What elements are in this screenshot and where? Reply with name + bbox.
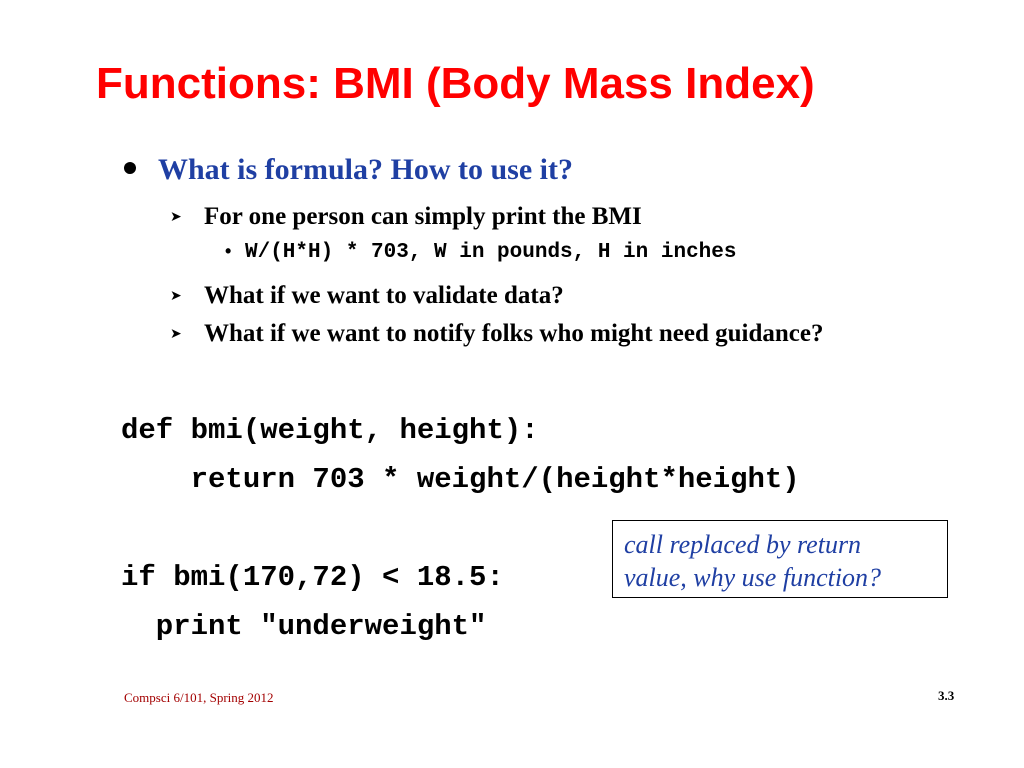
sub-bullet-3-text: What if we want to notify folks who migh…: [204, 320, 824, 347]
code-line-print: print "underweight": [121, 610, 487, 643]
sub-bullet-1: ➤ For one person can simply print the BMI: [170, 204, 642, 229]
arrow-bullet-icon: ➤: [170, 288, 182, 304]
bullet-level1: What is formula? How to use it?: [124, 155, 573, 185]
formula-bullet: • W/(H*H) * 703, W in pounds, H in inches: [225, 242, 736, 263]
sub-bullet-2: ➤ What if we want to validate data?: [170, 283, 564, 308]
arrow-bullet-icon: ➤: [170, 326, 182, 342]
callout-line1: call replaced by return: [624, 530, 862, 559]
bullet-dot-icon: [124, 162, 136, 174]
page-number: 3.3: [938, 688, 955, 703]
slide-title: Functions: BMI (Body Mass Index): [96, 59, 815, 108]
arrow-bullet-icon: ➤: [170, 209, 182, 225]
sub-bullet-1-text: For one person can simply print the BMI: [204, 203, 642, 230]
callout-line2: value, why use function?: [624, 563, 882, 592]
sub-bullet-3: ➤ What if we want to notify folks who mig…: [170, 321, 823, 346]
bullet-level1-text: What is formula? How to use it?: [158, 153, 573, 186]
small-bullet-icon: •: [225, 241, 232, 261]
sub-bullet-2-text: What if we want to validate data?: [204, 282, 564, 309]
callout-box: call replaced by return value, why use f…: [612, 520, 948, 598]
formula-text: W/(H*H) * 703, W in pounds, H in inches: [245, 241, 737, 264]
code-line-if: if bmi(170,72) < 18.5:: [121, 561, 504, 594]
code-line-def: def bmi(weight, height):: [121, 414, 539, 447]
code-line-return: return 703 * weight/(height*height): [121, 463, 800, 496]
footer-course: Compsci 6/101, Spring 2012: [124, 690, 274, 705]
